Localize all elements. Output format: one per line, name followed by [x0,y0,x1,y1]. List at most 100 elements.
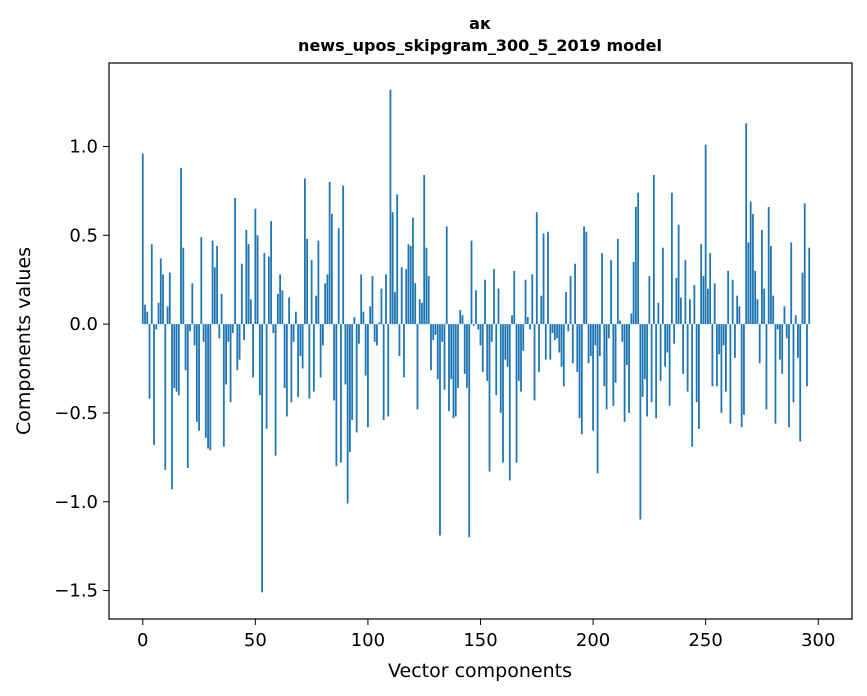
bar [632,261,635,325]
bar [279,274,282,325]
y-tick-label: 0.5 [69,225,98,246]
bar [227,324,230,342]
bar [396,194,399,325]
bar [594,324,597,346]
bar [254,208,257,325]
bar [693,285,696,325]
bar [204,324,207,438]
bar [666,324,669,353]
bar [261,324,263,593]
bar [623,324,626,422]
bar [405,269,408,325]
x-tick-label: 50 [244,630,267,651]
bar [173,324,176,389]
bar [281,290,284,325]
bar [497,288,500,325]
bar [720,324,723,413]
bar [315,295,318,325]
bar [216,245,218,325]
bar [484,279,486,325]
bar [598,324,601,357]
bar [155,324,158,330]
bar [168,272,171,325]
bar [801,272,804,325]
bar [234,198,236,325]
bar [605,324,608,410]
bar [544,324,547,360]
bar [236,324,239,371]
bar [576,324,579,373]
bar [270,221,273,325]
bar [283,324,286,389]
bar [738,306,741,325]
bar [171,324,173,490]
bar [587,324,590,364]
bar [560,324,563,367]
bar [533,324,536,401]
bar [522,324,525,351]
bar [369,306,372,325]
bar [763,288,766,325]
bar [243,324,245,341]
bar [398,324,401,357]
bar [229,324,232,403]
chart-title-line1: ак [469,14,491,33]
bar [472,324,475,326]
bar [412,217,414,325]
bar [682,324,685,374]
bar [788,324,790,428]
bar [745,123,748,325]
bar [180,167,182,325]
bar [614,324,617,383]
bar [364,324,367,376]
bar [450,324,453,380]
bar [526,317,529,325]
bar [164,324,167,470]
bar [245,229,248,325]
bar [335,324,338,467]
bar [249,299,252,325]
bar [601,253,603,325]
bar [360,274,363,325]
bar [297,324,300,397]
bar [331,213,333,325]
bar [634,206,637,325]
bar [562,324,565,387]
bar [743,324,745,415]
bar [641,324,644,397]
bar [303,178,306,325]
bar [513,270,516,325]
bar [585,231,588,325]
bar [425,247,428,325]
bar [182,247,185,325]
y-tick-label: 1.0 [69,136,98,157]
bar [312,324,315,392]
bar [328,182,331,325]
bar [668,324,671,406]
bar [603,324,606,387]
bar [571,324,574,364]
bar [378,322,381,325]
bar [344,324,347,385]
bar [725,324,727,392]
bar [209,324,212,451]
bar [200,237,203,325]
bar [621,324,624,342]
bar [679,297,682,325]
bar [695,324,698,403]
bar [285,324,288,417]
bar [274,324,277,456]
bar [493,269,495,325]
bar [783,306,786,325]
bar [488,324,491,472]
bar [267,256,270,325]
bar [612,324,615,406]
bar [162,274,164,325]
bar [333,324,336,401]
bar [409,245,412,325]
bar [432,324,435,341]
bar [774,324,777,424]
bar [652,174,655,325]
bar [569,276,572,325]
